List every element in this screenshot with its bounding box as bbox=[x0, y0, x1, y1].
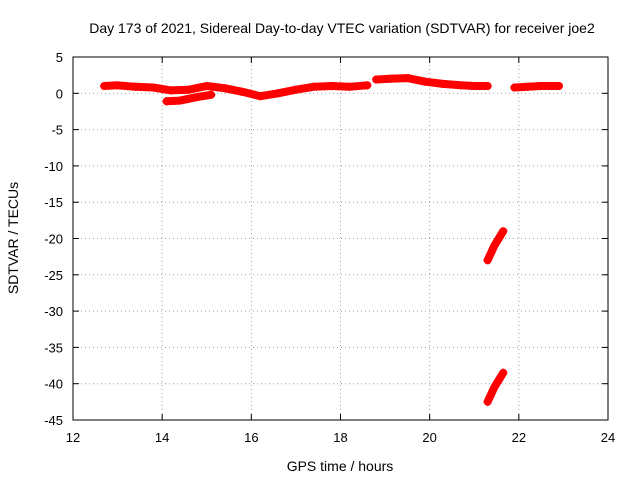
data-point bbox=[274, 89, 283, 98]
series-line bbox=[510, 82, 563, 92]
data-point bbox=[193, 92, 202, 101]
data-point bbox=[483, 82, 492, 91]
data-point bbox=[490, 383, 499, 392]
data-point bbox=[256, 92, 265, 101]
data-point bbox=[113, 81, 122, 90]
y-tick-label: -40 bbox=[44, 377, 63, 392]
data-point bbox=[523, 82, 532, 91]
y-tick-label: -35 bbox=[44, 340, 63, 355]
grid bbox=[73, 57, 608, 420]
data-point bbox=[403, 74, 412, 83]
series-arc-2 bbox=[162, 90, 216, 106]
data-point bbox=[345, 82, 354, 91]
data-point bbox=[100, 82, 109, 91]
data-point bbox=[131, 82, 140, 91]
y-tick-label: -15 bbox=[44, 195, 63, 210]
series-arc-4 bbox=[510, 82, 563, 92]
data-point bbox=[483, 256, 492, 265]
data-point bbox=[537, 82, 546, 91]
x-tick-label: 16 bbox=[244, 430, 258, 445]
x-tick-label: 24 bbox=[601, 430, 615, 445]
data-point bbox=[499, 227, 508, 236]
data-point bbox=[385, 74, 394, 83]
data-point bbox=[363, 81, 372, 90]
data-point bbox=[162, 97, 171, 106]
data-point bbox=[470, 82, 479, 91]
data-point bbox=[309, 82, 318, 91]
y-tick-label: -30 bbox=[44, 304, 63, 319]
data-series bbox=[100, 74, 563, 406]
x-tick-label: 12 bbox=[66, 430, 80, 445]
axis-ticks: 12 14 16 18 20 22 24 5 0 -5 -10 -15 -20 -25 -30 -35 -40 -… bbox=[44, 50, 615, 445]
data-point bbox=[372, 75, 381, 84]
y-tick-label: -45 bbox=[44, 413, 63, 428]
y-tick-label: -5 bbox=[51, 123, 63, 138]
data-point bbox=[421, 77, 430, 86]
data-point bbox=[176, 96, 184, 105]
data-point bbox=[510, 83, 519, 92]
x-tick-label: 22 bbox=[512, 430, 526, 445]
data-point bbox=[490, 241, 499, 250]
data-point bbox=[483, 397, 492, 406]
data-point bbox=[439, 79, 448, 88]
data-point bbox=[327, 82, 336, 91]
y-tick-label: -25 bbox=[44, 268, 63, 283]
data-point bbox=[238, 87, 247, 96]
chart-title: Day 173 of 2021, Sidereal Day-to-day VTE… bbox=[89, 20, 595, 36]
data-point bbox=[202, 82, 211, 91]
series-line bbox=[100, 81, 372, 101]
series-arc-1 bbox=[100, 81, 372, 101]
y-tick-label: 0 bbox=[56, 86, 63, 101]
data-point bbox=[220, 84, 229, 93]
series-line bbox=[162, 90, 216, 106]
x-tick-label: 18 bbox=[333, 430, 347, 445]
y-tick-label: -20 bbox=[44, 232, 63, 247]
series-arc-6 bbox=[483, 368, 508, 406]
y-tick-label: 5 bbox=[56, 50, 63, 65]
x-axis-label: GPS time / hours bbox=[287, 458, 394, 474]
y-tick-label: -10 bbox=[44, 159, 63, 174]
data-point bbox=[184, 85, 193, 94]
x-tick-label: 14 bbox=[155, 430, 169, 445]
data-point bbox=[456, 81, 465, 90]
series-arc-5 bbox=[483, 227, 508, 265]
data-point bbox=[149, 83, 158, 92]
y-axis-label: SDTVAR / TECUs bbox=[5, 182, 21, 294]
x-tick-label: 20 bbox=[422, 430, 436, 445]
data-point bbox=[207, 90, 216, 99]
data-point bbox=[167, 86, 176, 95]
data-point bbox=[291, 85, 300, 94]
data-point bbox=[554, 82, 563, 91]
data-point bbox=[499, 368, 508, 377]
series-arc-3 bbox=[372, 74, 492, 91]
